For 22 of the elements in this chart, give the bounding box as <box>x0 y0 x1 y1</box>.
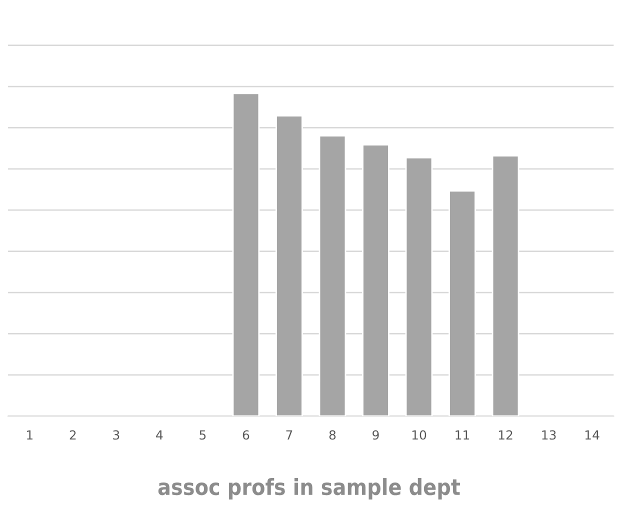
text: assoc profs in sample dept <box>158 478 460 500</box>
bar <box>276 115 303 416</box>
x-tick-label: 7 <box>286 430 292 440</box>
x-tick-label: 8 <box>329 430 336 440</box>
bar <box>448 190 476 416</box>
bar <box>362 144 390 416</box>
x-tick-label: 14 <box>585 430 600 440</box>
x-tick-label: 6 <box>242 430 250 440</box>
x-tick-label: 4 <box>156 430 163 440</box>
bar <box>492 155 520 416</box>
x-tick-label: 12 <box>498 430 512 440</box>
x-tick-label: 9 <box>372 430 379 440</box>
x-tick-label: 3 <box>113 430 120 440</box>
x-tick-label: 5 <box>200 430 206 440</box>
x-tick-label: 2 <box>70 430 76 440</box>
x-tick-label: 13 <box>542 430 556 440</box>
bar <box>232 92 260 416</box>
bar <box>405 156 433 416</box>
bar <box>318 135 346 416</box>
x-tick-label: 10 <box>412 430 426 440</box>
x-tick-label: 1 <box>27 430 32 440</box>
x-tick-label: 11 <box>456 430 470 440</box>
